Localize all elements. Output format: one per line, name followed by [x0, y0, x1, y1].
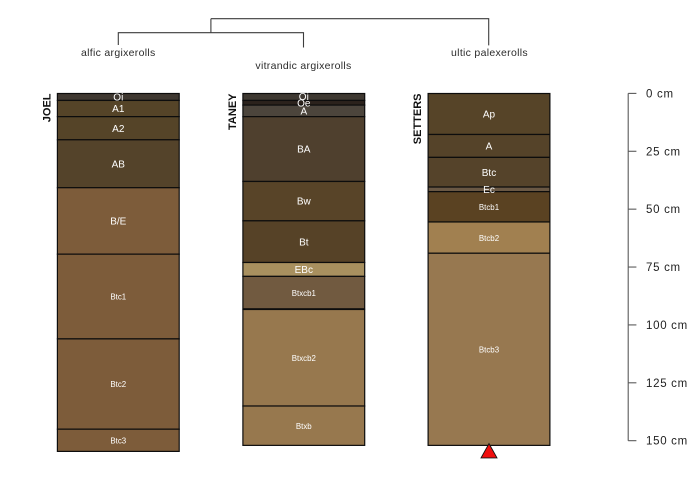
svg-text:Btc2: Btc2	[110, 380, 126, 389]
svg-text:TANEY: TANEY	[227, 93, 239, 130]
svg-text:JOEL: JOEL	[41, 93, 53, 122]
svg-text:Btcb3: Btcb3	[479, 346, 500, 355]
svg-text:vitrandic argixerolls: vitrandic argixerolls	[255, 60, 351, 72]
svg-text:AB: AB	[112, 159, 126, 170]
svg-text:B/E: B/E	[110, 217, 126, 228]
svg-text:Bt: Bt	[299, 237, 309, 248]
svg-text:Btc: Btc	[482, 168, 496, 179]
svg-text:Btc3: Btc3	[110, 436, 126, 445]
svg-text:100 cm: 100 cm	[646, 320, 688, 332]
svg-text:BA: BA	[297, 145, 311, 156]
svg-text:Btcb1: Btcb1	[479, 203, 499, 212]
svg-text:Oe: Oe	[297, 98, 311, 109]
svg-text:Oi: Oi	[299, 92, 309, 103]
svg-text:150 cm: 150 cm	[646, 436, 688, 448]
svg-text:Oi: Oi	[113, 93, 123, 104]
svg-text:25 cm: 25 cm	[646, 146, 681, 158]
svg-text:Ap: Ap	[483, 110, 496, 121]
svg-text:Ec: Ec	[483, 185, 495, 196]
svg-text:Btxcb2: Btxcb2	[292, 354, 316, 363]
svg-text:50 cm: 50 cm	[646, 204, 681, 216]
svg-text:125 cm: 125 cm	[646, 378, 688, 390]
svg-text:Btxcb1: Btxcb1	[292, 289, 316, 298]
svg-text:Btc1: Btc1	[110, 293, 126, 302]
svg-text:alfic argixerolls: alfic argixerolls	[81, 47, 156, 59]
svg-text:A1: A1	[112, 104, 125, 115]
svg-text:A: A	[300, 106, 307, 117]
svg-text:EBc: EBc	[295, 265, 313, 276]
svg-text:0 cm: 0 cm	[646, 88, 674, 100]
svg-text:75 cm: 75 cm	[646, 262, 681, 274]
svg-text:ultic palexerolls: ultic palexerolls	[451, 47, 528, 59]
svg-text:Btxb: Btxb	[296, 422, 312, 431]
svg-text:A2: A2	[112, 124, 125, 135]
svg-text:Btcb2: Btcb2	[479, 234, 499, 243]
svg-text:Bw: Bw	[297, 197, 312, 208]
svg-text:SETTERS: SETTERS	[412, 94, 424, 145]
svg-text:A: A	[486, 142, 493, 153]
